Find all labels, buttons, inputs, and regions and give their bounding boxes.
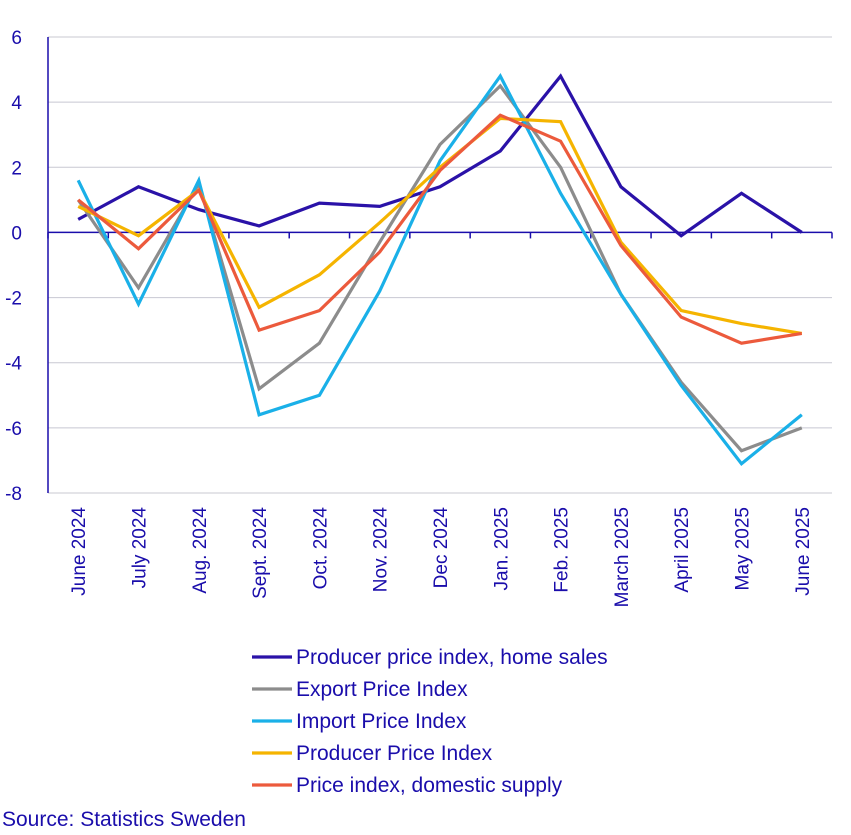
x-tick-label: July 2024 [129,507,150,589]
x-tick-labels: June 2024 July 2024 Aug. 2024 Sept. 2024 Oct… [69,507,814,608]
y-tick-label: 2 [11,158,22,179]
y-tick-labels: 6 4 2 0 -2 -4 -6 -8 [5,28,22,505]
y-tick-label: 0 [11,223,22,244]
x-tick-label: March 2025 [612,507,633,607]
x-tick-label: Jan. 2025 [491,507,512,590]
y-tick-label: -2 [5,289,22,310]
legend-label: Export Price Index [296,678,468,701]
series-line-producer-price-index-home-sales [77,73,803,238]
legend-label: Producer price index, home sales [296,646,608,669]
series-lines [76,73,803,466]
x-tick-label: June 2024 [69,507,90,596]
series-line-import-price-index [76,73,803,466]
x-tick-label: Sept. 2024 [250,507,271,599]
legend-label: Price index, domestic supply [296,774,563,797]
x-tick-label: Nov. 2024 [371,507,392,593]
axes [47,37,833,493]
legend-label: Import Price Index [296,710,467,733]
x-tick-label: Oct. 2024 [310,507,331,590]
legend-label: Producer Price Index [296,742,493,765]
y-tick-label: -8 [5,484,22,505]
gridlines [48,36,832,494]
y-tick-label: 4 [11,93,22,114]
series-line-price-index-domestic-supply [77,113,803,345]
x-tick-label: April 2025 [672,507,693,593]
x-tick-label: June 2025 [793,507,814,596]
x-tick-label: Feb. 2025 [552,507,573,593]
legend: Producer price index, home sales Export P… [252,646,608,797]
series-line-export-price-index [76,83,803,453]
x-tick-label: May 2025 [733,507,754,590]
source-note: Source: Statistics Sweden [2,808,246,831]
y-tick-label: 6 [11,28,22,49]
y-tick-label: -4 [5,354,22,375]
x-tick-label: Aug. 2024 [190,507,211,594]
x-tick-label: Dec 2024 [431,507,452,589]
y-tick-label: -6 [5,419,22,440]
